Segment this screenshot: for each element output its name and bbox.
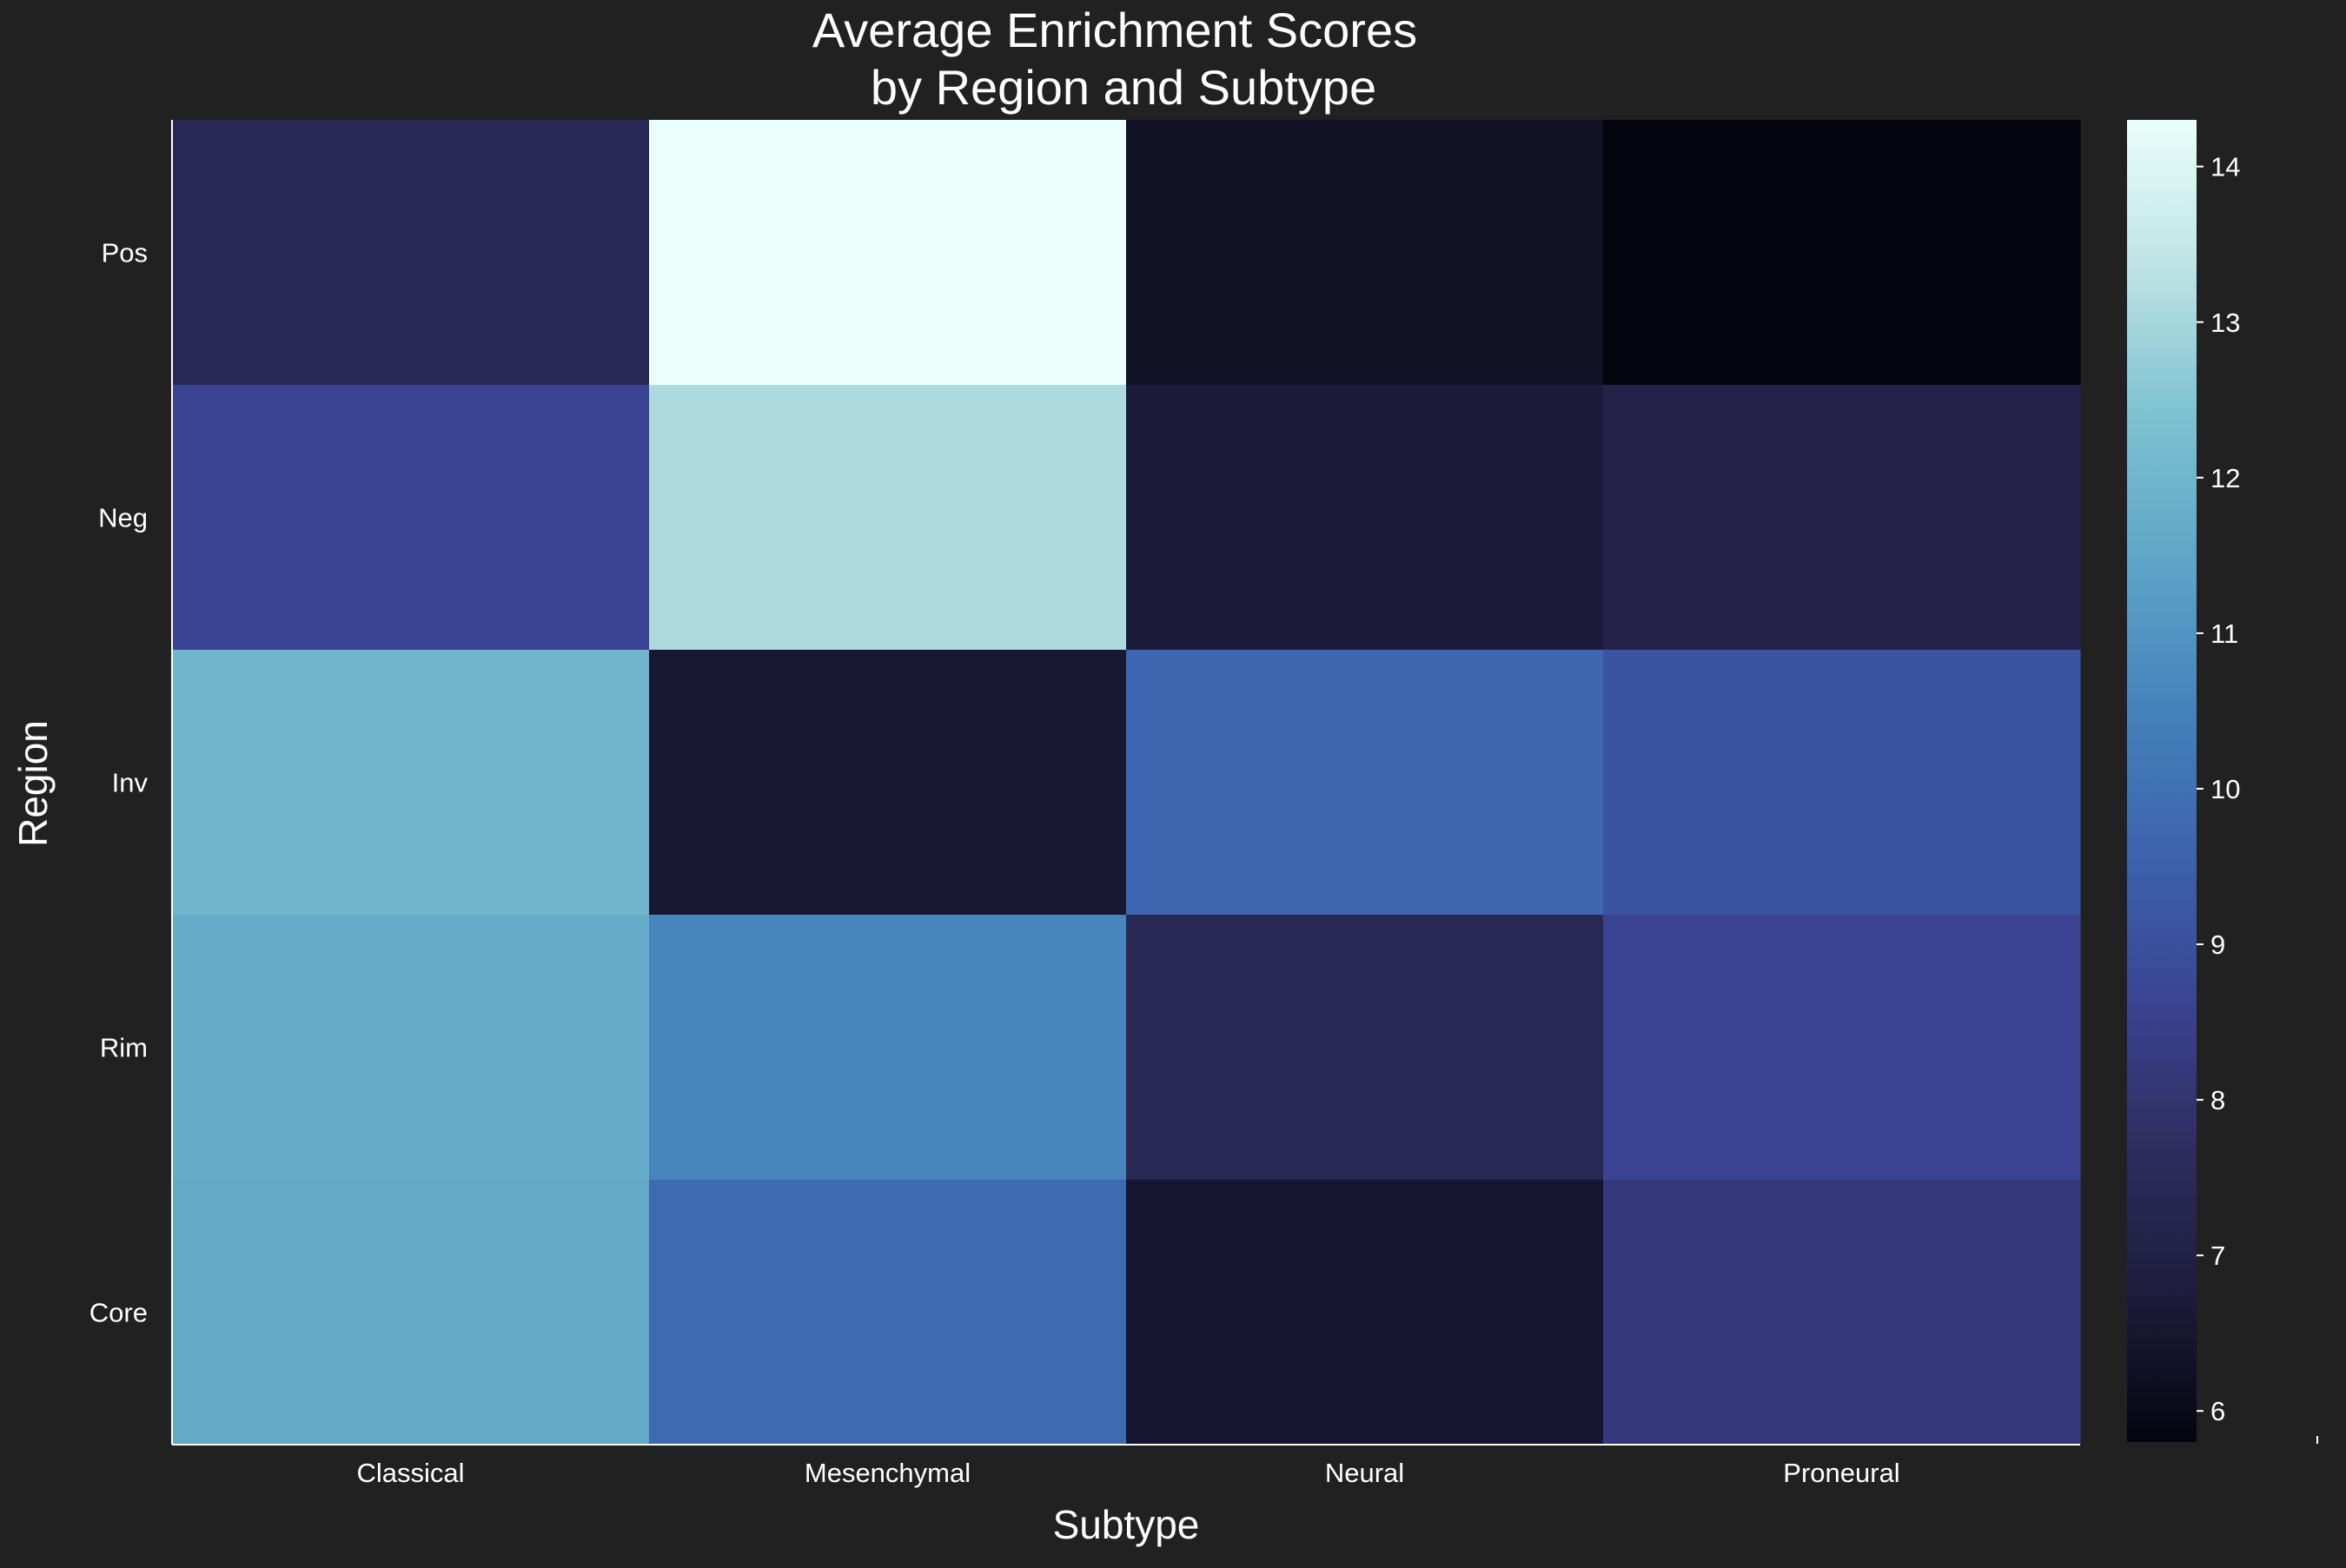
- colorbar-ticks: 6 7 8 9 10 11 12 13 14: [2197, 152, 2240, 1426]
- y-tick-label: Inv: [112, 768, 149, 798]
- y-tick-label: Core: [89, 1298, 148, 1328]
- colorbar-tick-label: 6: [2210, 1396, 2225, 1426]
- heatmap-cell: [1603, 385, 2081, 651]
- heatmap-cell: [1126, 915, 1604, 1181]
- colorbar-tick-label: 7: [2210, 1241, 2225, 1271]
- heatmap-cell: [1603, 1180, 2081, 1446]
- colorbar-tick-label: 13: [2210, 308, 2240, 338]
- colorbar-tick-label: 11: [2210, 619, 2238, 649]
- colorbar-tick-label: 10: [2210, 774, 2240, 804]
- heatmap-cell: [172, 650, 650, 916]
- heatmap-cell: [1603, 650, 2081, 916]
- x-tick-label: Classical: [356, 1458, 464, 1488]
- heatmap-cell: [649, 385, 1127, 651]
- y-tick-label: Neg: [98, 503, 148, 533]
- heatmap-cell: [649, 915, 1127, 1181]
- x-tick-label: Mesenchymal: [805, 1458, 971, 1488]
- colorbar-tick-label: 12: [2210, 463, 2240, 493]
- colorbar: [2127, 120, 2197, 1442]
- colorbar-tick-label: 9: [2210, 930, 2225, 960]
- y-axis-label: Region: [10, 720, 56, 847]
- colorbar-tick-label: 8: [2210, 1085, 2225, 1115]
- y-tick-labels: Pos Neg Inv Rim Core: [89, 238, 149, 1328]
- heatmap-cells: [172, 120, 2081, 1446]
- heatmap-cell: [1126, 650, 1604, 916]
- heatmap-cell: [649, 120, 1127, 386]
- heatmap-cell: [1603, 120, 2081, 386]
- y-tick-label: Rim: [100, 1033, 148, 1063]
- x-tick-labels: Classical Mesenchymal Neural Proneural: [356, 1458, 1899, 1488]
- heatmap-cell: [1603, 915, 2081, 1181]
- heatmap-cell: [1126, 120, 1604, 386]
- chart-title-line2: by Region and Subtype: [871, 60, 1376, 115]
- heatmap-cell: [172, 915, 650, 1181]
- heatmap-cell: [649, 650, 1127, 916]
- heatmap-cell: [1126, 385, 1604, 651]
- y-tick-label: Pos: [102, 238, 148, 268]
- x-tick-label: Proneural: [1783, 1458, 1899, 1488]
- colorbar-tick-label: 14: [2210, 152, 2240, 182]
- x-tick-label: Neural: [1325, 1458, 1404, 1488]
- chart-title-line1: Average Enrichment Scores: [812, 3, 1417, 57]
- heatmap-cell: [649, 1180, 1127, 1446]
- heatmap-cell: [172, 385, 650, 651]
- heatmap-cell: [172, 1180, 650, 1446]
- x-axis-label: Subtype: [1053, 1502, 1200, 1547]
- heatmap-cell: [172, 120, 650, 386]
- heatmap-cell: [1126, 1180, 1604, 1446]
